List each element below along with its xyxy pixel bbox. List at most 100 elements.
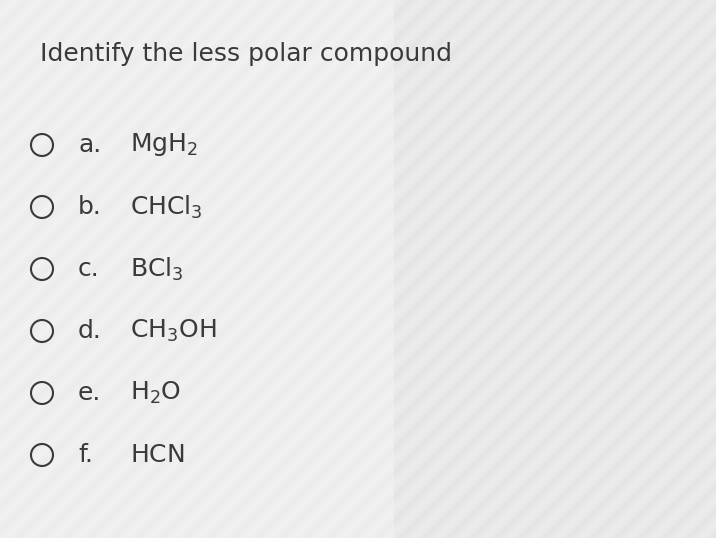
Text: f.: f. — [78, 443, 93, 467]
Polygon shape — [0, 0, 462, 538]
Polygon shape — [242, 0, 716, 538]
Polygon shape — [434, 0, 716, 538]
Polygon shape — [674, 0, 716, 538]
Polygon shape — [326, 0, 716, 538]
Polygon shape — [350, 0, 716, 538]
Polygon shape — [0, 0, 522, 538]
Polygon shape — [578, 0, 716, 538]
Polygon shape — [0, 0, 342, 538]
Polygon shape — [0, 0, 510, 538]
Polygon shape — [446, 0, 716, 538]
Polygon shape — [470, 0, 716, 538]
Polygon shape — [110, 0, 654, 538]
Polygon shape — [0, 0, 78, 538]
Polygon shape — [338, 0, 716, 538]
Polygon shape — [410, 0, 716, 538]
Polygon shape — [98, 0, 642, 538]
Text: $\mathregular{CH_3OH}$: $\mathregular{CH_3OH}$ — [130, 318, 216, 344]
Polygon shape — [0, 0, 186, 538]
Polygon shape — [0, 0, 258, 538]
Polygon shape — [0, 0, 282, 538]
Polygon shape — [194, 0, 716, 538]
Polygon shape — [0, 0, 486, 538]
Text: $\mathregular{MgH_2}$: $\mathregular{MgH_2}$ — [130, 131, 198, 159]
Polygon shape — [74, 0, 618, 538]
Polygon shape — [662, 0, 716, 538]
Polygon shape — [122, 0, 666, 538]
Polygon shape — [374, 0, 716, 538]
Polygon shape — [518, 0, 716, 538]
Polygon shape — [0, 0, 138, 538]
Polygon shape — [0, 0, 54, 538]
Polygon shape — [0, 0, 42, 538]
Polygon shape — [614, 0, 716, 538]
Polygon shape — [0, 0, 318, 538]
Polygon shape — [0, 0, 114, 538]
Text: a.: a. — [78, 133, 101, 157]
Polygon shape — [0, 0, 498, 538]
Polygon shape — [86, 0, 630, 538]
Polygon shape — [278, 0, 716, 538]
Polygon shape — [158, 0, 702, 538]
Polygon shape — [0, 0, 150, 538]
Polygon shape — [0, 0, 414, 538]
Polygon shape — [686, 0, 716, 538]
Polygon shape — [482, 0, 716, 538]
Polygon shape — [302, 0, 716, 538]
Polygon shape — [0, 0, 222, 538]
Polygon shape — [0, 0, 6, 538]
Polygon shape — [0, 0, 474, 538]
Polygon shape — [0, 0, 366, 538]
Polygon shape — [566, 0, 716, 538]
Polygon shape — [0, 0, 534, 538]
Polygon shape — [0, 0, 306, 538]
Polygon shape — [0, 0, 162, 538]
Text: $\mathregular{HCN}$: $\mathregular{HCN}$ — [130, 443, 185, 467]
Polygon shape — [0, 0, 294, 538]
Polygon shape — [0, 0, 378, 538]
Polygon shape — [38, 0, 582, 538]
Polygon shape — [0, 0, 174, 538]
Polygon shape — [0, 0, 210, 538]
Polygon shape — [2, 0, 546, 538]
Bar — [0, 0, 394, 538]
Polygon shape — [0, 0, 246, 538]
Polygon shape — [0, 0, 330, 538]
Polygon shape — [422, 0, 716, 538]
Polygon shape — [182, 0, 716, 538]
Polygon shape — [290, 0, 716, 538]
Polygon shape — [0, 0, 126, 538]
Text: Identify the less polar compound: Identify the less polar compound — [40, 42, 452, 66]
Polygon shape — [230, 0, 716, 538]
Polygon shape — [0, 0, 234, 538]
Polygon shape — [0, 0, 18, 538]
Polygon shape — [494, 0, 716, 538]
Polygon shape — [0, 0, 198, 538]
Polygon shape — [638, 0, 716, 538]
Text: e.: e. — [78, 381, 102, 405]
Polygon shape — [398, 0, 716, 538]
Polygon shape — [134, 0, 678, 538]
Polygon shape — [554, 0, 716, 538]
Polygon shape — [0, 0, 438, 538]
Text: $\mathregular{CHCl_3}$: $\mathregular{CHCl_3}$ — [130, 193, 203, 221]
Polygon shape — [26, 0, 570, 538]
Polygon shape — [0, 0, 102, 538]
Polygon shape — [0, 0, 390, 538]
Text: c.: c. — [78, 257, 100, 281]
Polygon shape — [626, 0, 716, 538]
Polygon shape — [386, 0, 716, 538]
Polygon shape — [602, 0, 716, 538]
Polygon shape — [254, 0, 716, 538]
Polygon shape — [50, 0, 594, 538]
Polygon shape — [698, 0, 716, 538]
Polygon shape — [0, 0, 270, 538]
Polygon shape — [218, 0, 716, 538]
Text: d.: d. — [78, 319, 102, 343]
Polygon shape — [266, 0, 716, 538]
Text: b.: b. — [78, 195, 102, 219]
Polygon shape — [170, 0, 714, 538]
Text: $\mathregular{H_2O}$: $\mathregular{H_2O}$ — [130, 380, 181, 406]
Polygon shape — [458, 0, 716, 538]
Polygon shape — [146, 0, 690, 538]
